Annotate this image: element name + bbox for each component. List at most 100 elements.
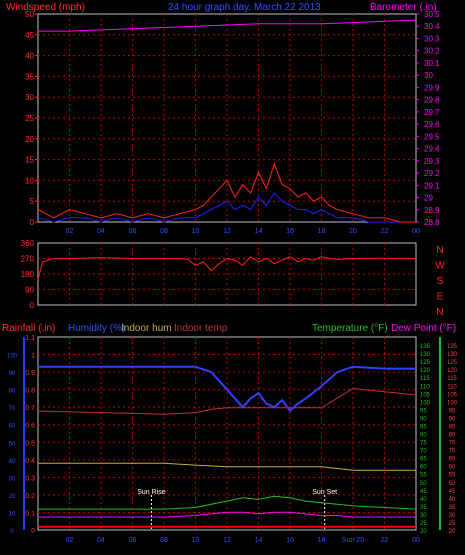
- indoor-hum-legend: Indoor hum: [121, 323, 172, 334]
- rain-tick-label: 0: [31, 528, 35, 535]
- temperature-legend: Temperature (°F): [312, 323, 388, 334]
- dew-tick-label: 35: [449, 505, 456, 511]
- baro-tick-label: 30.1: [424, 59, 440, 68]
- direction-tick-label: 360: [21, 239, 35, 248]
- humidity-tick-label: 60: [9, 424, 16, 430]
- temp-tick-label: 80: [420, 433, 427, 439]
- humidity-tick-label: 50: [9, 441, 16, 447]
- baro-tick-label: 29.4: [424, 145, 440, 154]
- direction-tick-label: 180: [21, 270, 35, 279]
- x-tick-label: 08: [160, 228, 168, 235]
- dew-point-legend: Dew Point (°F): [391, 323, 456, 334]
- dew-tick-label: 130: [447, 352, 458, 358]
- rain-tick-label: 1.1: [25, 335, 35, 342]
- baro-tick-label: 29.8: [424, 96, 440, 105]
- temperature-line: [38, 495, 417, 510]
- dew-tick-label: 85: [449, 424, 456, 430]
- wind-tick-label: 35: [25, 72, 34, 81]
- x-tick-label: 14: [255, 537, 263, 544]
- sunrise-label: Sun Rise: [137, 489, 166, 496]
- temp-tick-label: 105: [420, 392, 431, 398]
- x-tick-label: 16: [286, 537, 294, 544]
- dew-tick-label: 40: [449, 497, 456, 503]
- temp-tick-label: 115: [420, 376, 430, 382]
- temp-tick-label: 30: [420, 513, 427, 519]
- x-tick-label: 08: [160, 537, 168, 544]
- humidity-line: [38, 365, 416, 413]
- wind-avg-line: [37, 192, 416, 223]
- humidity-legend: Humidity (%): [68, 323, 125, 334]
- sunset-label: Sun Set: [312, 489, 337, 496]
- baro-tick-label: 29.1: [424, 181, 440, 190]
- baro-tick-label: 29: [424, 194, 433, 203]
- x-tick-label: 22: [381, 228, 389, 235]
- wind-baro-panel: 0 5 10 15 20 25 30 35 40 45 50 28.8 28.9 29 29.1 29.2 29…: [25, 10, 440, 235]
- x-tick-label: 18: [318, 228, 326, 235]
- dew-tick-label: 115: [447, 376, 457, 382]
- dew-tick-label: 55: [449, 473, 456, 479]
- rain-tick-label: 0.9: [25, 370, 35, 377]
- wind-tick-label: 10: [25, 176, 34, 185]
- indoor-temp-legend: Indoor temp: [174, 323, 228, 334]
- humidity-tick-label: 10: [9, 511, 16, 517]
- barometer-axis-label: Barometer (.in): [370, 2, 437, 13]
- rain-tick-label: 0.3: [25, 475, 35, 482]
- temp-tick-label: 40: [420, 497, 427, 503]
- x-tick-label: 00: [412, 537, 420, 544]
- dew-tick-label: 25: [449, 521, 456, 527]
- windspeed-line: [37, 162, 416, 223]
- wind-tick-label: 20: [25, 135, 34, 144]
- temp-tick-label: 50: [420, 481, 427, 487]
- x-tick-label: 10: [192, 537, 200, 544]
- x-tick-label: 04: [97, 228, 105, 235]
- dew-tick-label: 70: [449, 449, 456, 455]
- rain-tick-label: 0.7: [25, 405, 35, 412]
- humidity-tick-label: 80: [9, 389, 16, 395]
- baro-tick-label: 30: [424, 71, 433, 80]
- dew-tick-label: 90: [449, 416, 456, 422]
- dew-tick-label: 30: [449, 513, 456, 519]
- baro-tick-label: 30.4: [424, 22, 440, 31]
- rain-tick-label: 0.4: [25, 458, 35, 465]
- direction-tick-label: 0: [30, 301, 35, 310]
- x-tick-label: 12: [223, 228, 231, 235]
- x-tick-label: 14: [255, 228, 263, 235]
- dew-tick-label: 120: [447, 368, 458, 374]
- temp-tick-label: 120: [420, 368, 431, 374]
- x-tick-label: 10: [192, 228, 200, 235]
- x-tick-label: 12: [223, 537, 231, 544]
- rain-tick-label: 0.2: [25, 493, 35, 500]
- humidity-tick-label: 100: [7, 354, 18, 360]
- dew-tick-label: 60: [449, 465, 456, 471]
- rain-tick-label: 0.5: [25, 440, 35, 447]
- humidity-tick-label: 90: [9, 371, 16, 377]
- temp-tick-label: 25: [420, 521, 427, 527]
- compass-label: W: [435, 261, 445, 272]
- baro-tick-label: 28.9: [424, 206, 440, 215]
- humidity-tick-label: 40: [9, 459, 16, 465]
- temp-tick-label: 110: [420, 384, 430, 390]
- dew-tick-label: 110: [447, 384, 457, 390]
- direction-tick-label: 270: [21, 255, 35, 264]
- wind-tick-label: 30: [25, 93, 34, 102]
- temp-tick-label: 100: [420, 400, 431, 406]
- wind-tick-label: 50: [25, 10, 34, 19]
- humidity-tick-label: 0: [10, 529, 14, 535]
- compass-label: E: [437, 292, 444, 303]
- temp-tick-label: 45: [420, 489, 427, 495]
- dew-tick-label: 95: [449, 408, 456, 414]
- dew-tick-label: 105: [447, 392, 458, 398]
- baro-tick-label: 29.3: [424, 157, 440, 166]
- dew-tick-label: 50: [449, 481, 456, 487]
- temp-tick-label: 70: [420, 449, 427, 455]
- compass-label: S: [437, 276, 444, 287]
- indoor-hum-line: [38, 462, 416, 471]
- indoor-temp-line: [37, 387, 417, 415]
- windspeed-axis-label: Windspeed (mph): [6, 2, 85, 13]
- baro-tick-label: 30.2: [424, 47, 440, 56]
- x-tick-label: 02: [66, 537, 74, 544]
- dew-point-line: [38, 511, 416, 518]
- direction-line: [37, 256, 417, 280]
